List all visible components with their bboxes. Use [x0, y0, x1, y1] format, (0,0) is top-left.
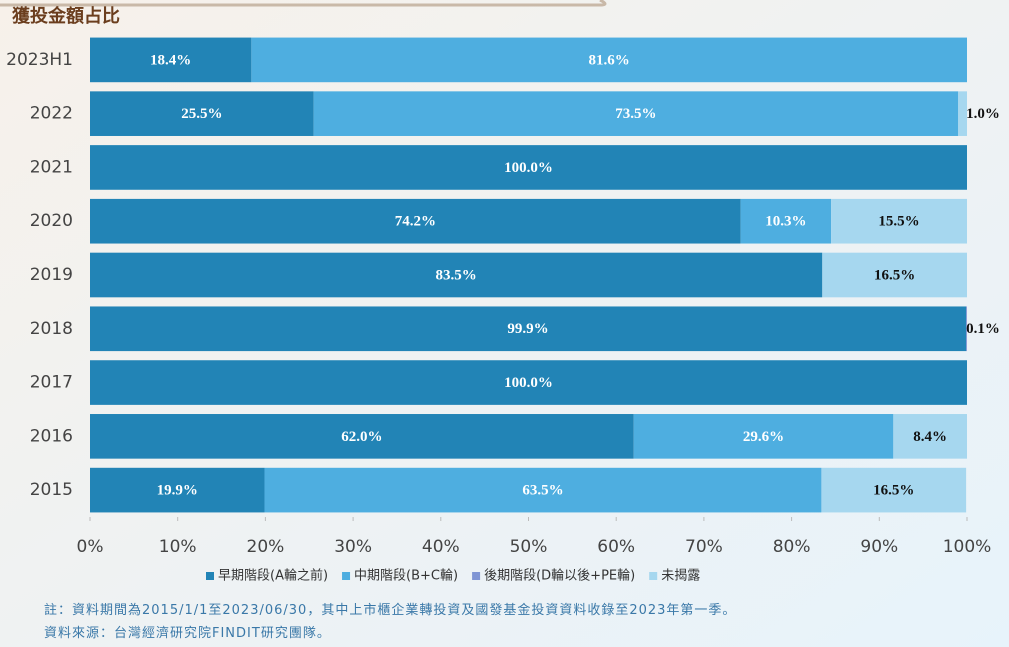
bar-segment	[831, 198, 967, 244]
bar-segment	[90, 198, 741, 244]
y-tick-label: 2022	[30, 104, 73, 124]
legend-swatch	[342, 572, 351, 580]
note: 資料來源：台灣經濟研究院FINDIT研究團隊。	[44, 625, 331, 641]
y-tick-label: 2021	[30, 157, 73, 177]
x-tick-label: 0%	[77, 537, 104, 557]
value-label: 62.0%	[341, 429, 382, 445]
y-tick-label: 2019	[30, 265, 73, 285]
bar-segment	[740, 198, 832, 244]
value-label: 63.5%	[522, 483, 563, 499]
legend-swatch	[472, 572, 481, 580]
x-tick-label: 100%	[943, 537, 992, 557]
x-tick-label: 30%	[334, 537, 372, 557]
y-tick-label: 2016	[30, 426, 73, 446]
bar-segment	[90, 91, 314, 136]
value-label: 18.4%	[150, 52, 191, 68]
bar-segment	[264, 467, 822, 513]
value-label: 15.5%	[878, 214, 919, 230]
value-label: 29.6%	[743, 429, 784, 445]
x-tick-label: 10%	[159, 537, 197, 557]
legend-swatch	[206, 572, 214, 580]
legend-label: 早期階段(A輪之前)	[218, 568, 328, 584]
value-label: 25.5%	[181, 106, 222, 122]
bar-segment	[821, 467, 967, 513]
x-tick-label: 40%	[422, 537, 460, 557]
y-tick-label: 2018	[30, 319, 73, 339]
value-label: 99.9%	[507, 321, 548, 337]
legend-label: 未揭露	[661, 569, 700, 584]
value-label: 83.5%	[436, 267, 477, 283]
bar-segment	[90, 252, 823, 298]
value-label: 81.6%	[589, 52, 630, 68]
value-label: 19.9%	[157, 483, 198, 499]
x-tick-label: 70%	[685, 537, 723, 557]
bar-segment	[893, 414, 967, 459]
value-label: 100.0%	[504, 160, 553, 176]
value-label: 74.2%	[395, 214, 436, 230]
header-rule	[0, 0, 607, 7]
value-label: 10.3%	[765, 214, 806, 230]
note: 註：資料期間為2015/1/1至2023/06/30，其中上市櫃企業轉投資及國發…	[44, 602, 736, 618]
y-tick-label: 2017	[30, 373, 73, 393]
bar-segment	[313, 91, 959, 136]
x-tick-label: 80%	[773, 537, 811, 557]
y-tick-label: 2020	[30, 211, 73, 231]
bar-segment	[90, 37, 252, 83]
value-label: 8.4%	[913, 429, 947, 445]
bar-segment	[90, 306, 967, 352]
bar-segment	[633, 414, 894, 459]
x-tick-label: 50%	[510, 537, 548, 557]
y-tick-label: 2023H1	[6, 50, 73, 70]
bar-segment	[822, 252, 967, 298]
value-label: 1.0%	[966, 106, 1000, 122]
value-label: 0.1%	[966, 321, 1000, 337]
bar-segment	[90, 360, 967, 405]
value-label: 100.0%	[504, 375, 553, 391]
bar-segment	[251, 37, 968, 83]
legend-label: 後期階段(D輪以後+PE輪)	[484, 568, 635, 584]
x-tick-label: 20%	[247, 537, 285, 557]
y-tick-label: 2015	[30, 480, 73, 500]
value-label: 73.5%	[615, 106, 656, 122]
legend-swatch	[649, 572, 658, 580]
bar-segment	[90, 414, 634, 459]
value-label: 16.5%	[874, 267, 915, 283]
bar-segment	[90, 145, 967, 190]
x-tick-label: 90%	[860, 537, 898, 557]
bar-segment	[90, 467, 265, 513]
legend-label: 中期階段(B+C輪)	[354, 568, 458, 584]
bar-segment	[958, 91, 967, 136]
x-tick-label: 60%	[597, 537, 635, 557]
bar-segment	[966, 306, 967, 352]
value-label: 16.5%	[873, 483, 914, 499]
chart-title: 獲投金額占比	[12, 5, 120, 27]
